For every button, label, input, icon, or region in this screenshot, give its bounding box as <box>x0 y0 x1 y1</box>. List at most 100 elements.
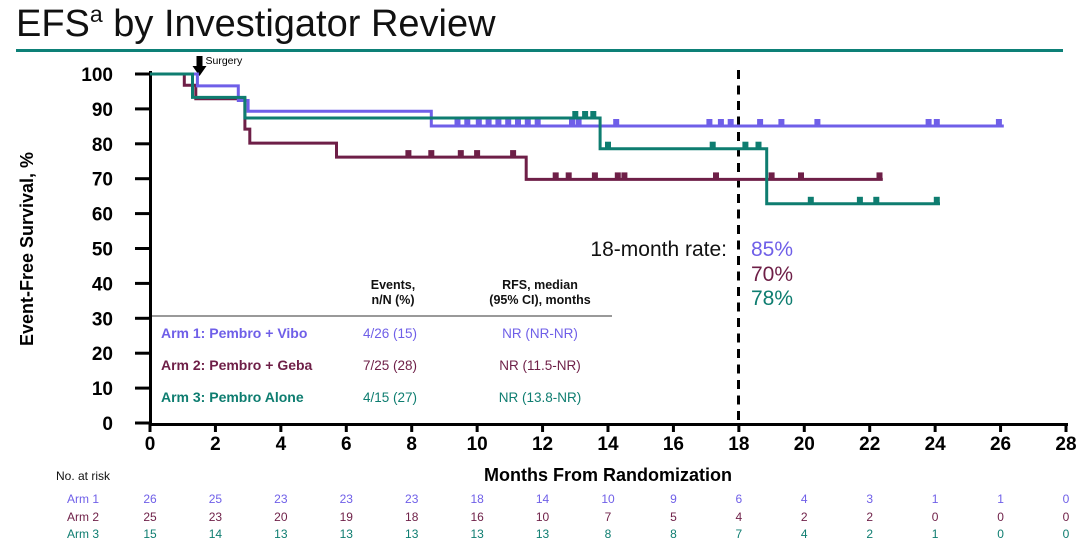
censor-mark-arm2 <box>510 150 517 158</box>
risk-value: 0 <box>997 510 1004 524</box>
y-tick-label: 90 <box>92 100 113 121</box>
risk-value: 5 <box>670 510 677 524</box>
surgery-annotation: Surgery <box>192 55 244 76</box>
risk-value: 13 <box>340 527 354 541</box>
x-tick-label: 26 <box>990 434 1011 455</box>
y-tick-label: 60 <box>92 205 113 226</box>
censor-mark-arm3 <box>933 196 940 204</box>
x-tick-label: 12 <box>532 434 553 455</box>
events-header-line2: n/N (%) <box>371 293 414 307</box>
arm2-rfs-median: NR (11.5-NR) <box>499 358 581 373</box>
risk-value: 15 <box>143 527 157 541</box>
risk-value: 0 <box>1063 527 1070 541</box>
arm3-rfs-median: NR (13.8-NR) <box>499 390 582 405</box>
surgery-label: Surgery <box>206 55 244 67</box>
censor-mark-arm1 <box>727 119 734 126</box>
arm3-18month-rate: 78% <box>751 287 793 310</box>
censor-mark-arm1 <box>933 119 940 126</box>
risk-row-arm2-label: Arm 2 <box>67 510 99 524</box>
risk-value: 10 <box>601 492 615 506</box>
risk-value: 25 <box>209 492 223 506</box>
censor-mark-arm1 <box>475 119 482 126</box>
x-tick-label: 0 <box>145 434 156 455</box>
censor-mark-arm1 <box>814 119 821 126</box>
censor-mark-arm1 <box>995 119 1002 126</box>
km-curves <box>150 72 1004 206</box>
x-tick-label: 20 <box>794 434 815 455</box>
censor-mark-arm3 <box>856 196 863 204</box>
risk-value: 23 <box>209 510 223 524</box>
rate-annotation: 18-month rate: 85% 70% 78% <box>590 238 793 310</box>
risk-value: 23 <box>340 492 354 506</box>
censor-mark-arm3 <box>572 111 579 118</box>
x-tick-label: 4 <box>276 434 287 455</box>
risk-value: 1 <box>932 527 939 541</box>
risk-value: 0 <box>997 527 1004 541</box>
x-tick-label: 18 <box>728 434 749 455</box>
risk-value: 13 <box>274 527 288 541</box>
risk-value: 23 <box>405 492 419 506</box>
censor-mark-arm2 <box>428 150 435 158</box>
x-tick-label: 24 <box>925 434 947 455</box>
risk-value: 26 <box>143 492 157 506</box>
censor-mark-arm1 <box>464 119 471 126</box>
km-curve-arm3 <box>150 72 940 206</box>
risk-value: 4 <box>801 527 808 541</box>
risk-value: 13 <box>536 527 550 541</box>
y-tick-label: 80 <box>92 135 113 156</box>
censor-mark-arm1 <box>454 119 461 126</box>
censor-mark-arm2 <box>713 172 719 180</box>
risk-table-label: No. at risk <box>56 469 111 483</box>
y-axis: 0 10 20 30 40 50 60 70 80 90 100 Event-Free Surviv… <box>17 65 152 435</box>
risk-row-arm1-label: Arm 1 <box>67 492 99 506</box>
km-curve-arm2 <box>150 72 883 181</box>
risk-value: 1 <box>932 492 939 506</box>
x-axis-title: Months From Randomization <box>484 465 732 485</box>
rate-label: 18-month rate: <box>590 238 727 261</box>
censor-mark-arm1 <box>485 119 492 126</box>
censor-mark-arm2 <box>768 172 775 180</box>
censor-mark-arm2 <box>405 150 412 158</box>
x-tick-label: 6 <box>341 434 352 455</box>
censor-mark-arm1 <box>495 119 502 126</box>
censor-mark-arm3 <box>709 141 716 149</box>
x-tick-label: 10 <box>467 434 488 455</box>
risk-value: 6 <box>736 492 743 506</box>
x-tick-label: 28 <box>1055 434 1076 455</box>
censor-mark-arm1 <box>575 119 582 126</box>
risk-value: 3 <box>866 492 873 506</box>
censor-mark-arm1 <box>778 119 785 126</box>
risk-value: 7 <box>605 510 612 524</box>
risk-value: 8 <box>605 527 612 541</box>
risk-value: 16 <box>470 510 484 524</box>
x-axis: 0 2 4 6 8 10 12 14 16 18 20 22 24 26 28 Months From Ra… <box>145 423 1077 485</box>
y-tick-label: 50 <box>92 240 113 261</box>
censor-mark-arm2 <box>621 172 628 180</box>
risk-value: 8 <box>670 527 677 541</box>
censor-mark-arm1 <box>515 119 521 126</box>
censor-mark-arm1 <box>706 119 713 126</box>
censor-mark-arm3 <box>605 141 611 149</box>
risk-value: 0 <box>1063 510 1070 524</box>
y-tick-label: 10 <box>92 379 113 400</box>
risk-value: 13 <box>470 527 484 541</box>
rfs-header-line2: (95% CI), months <box>489 293 590 307</box>
title-underline-rule <box>16 49 1063 52</box>
censor-mark-arm3 <box>582 111 589 118</box>
y-tick-label: 40 <box>92 274 113 295</box>
x-tick-label: 16 <box>663 434 684 455</box>
risk-row-arm3-label: Arm 3 <box>67 527 99 541</box>
censor-mark-arm1 <box>524 119 531 126</box>
censor-mark-arm2 <box>565 172 572 180</box>
risk-value: 1 <box>997 492 1004 506</box>
risk-value: 13 <box>405 527 419 541</box>
censor-mark-arm1 <box>757 119 764 126</box>
censor-mark-arm2 <box>474 150 481 158</box>
y-tick-label: 70 <box>92 170 113 191</box>
risk-value: 9 <box>670 492 677 506</box>
censor-mark-arm1 <box>505 119 512 126</box>
arm2-events: 7/25 (28) <box>363 358 417 373</box>
x-tick-label: 14 <box>597 434 619 455</box>
